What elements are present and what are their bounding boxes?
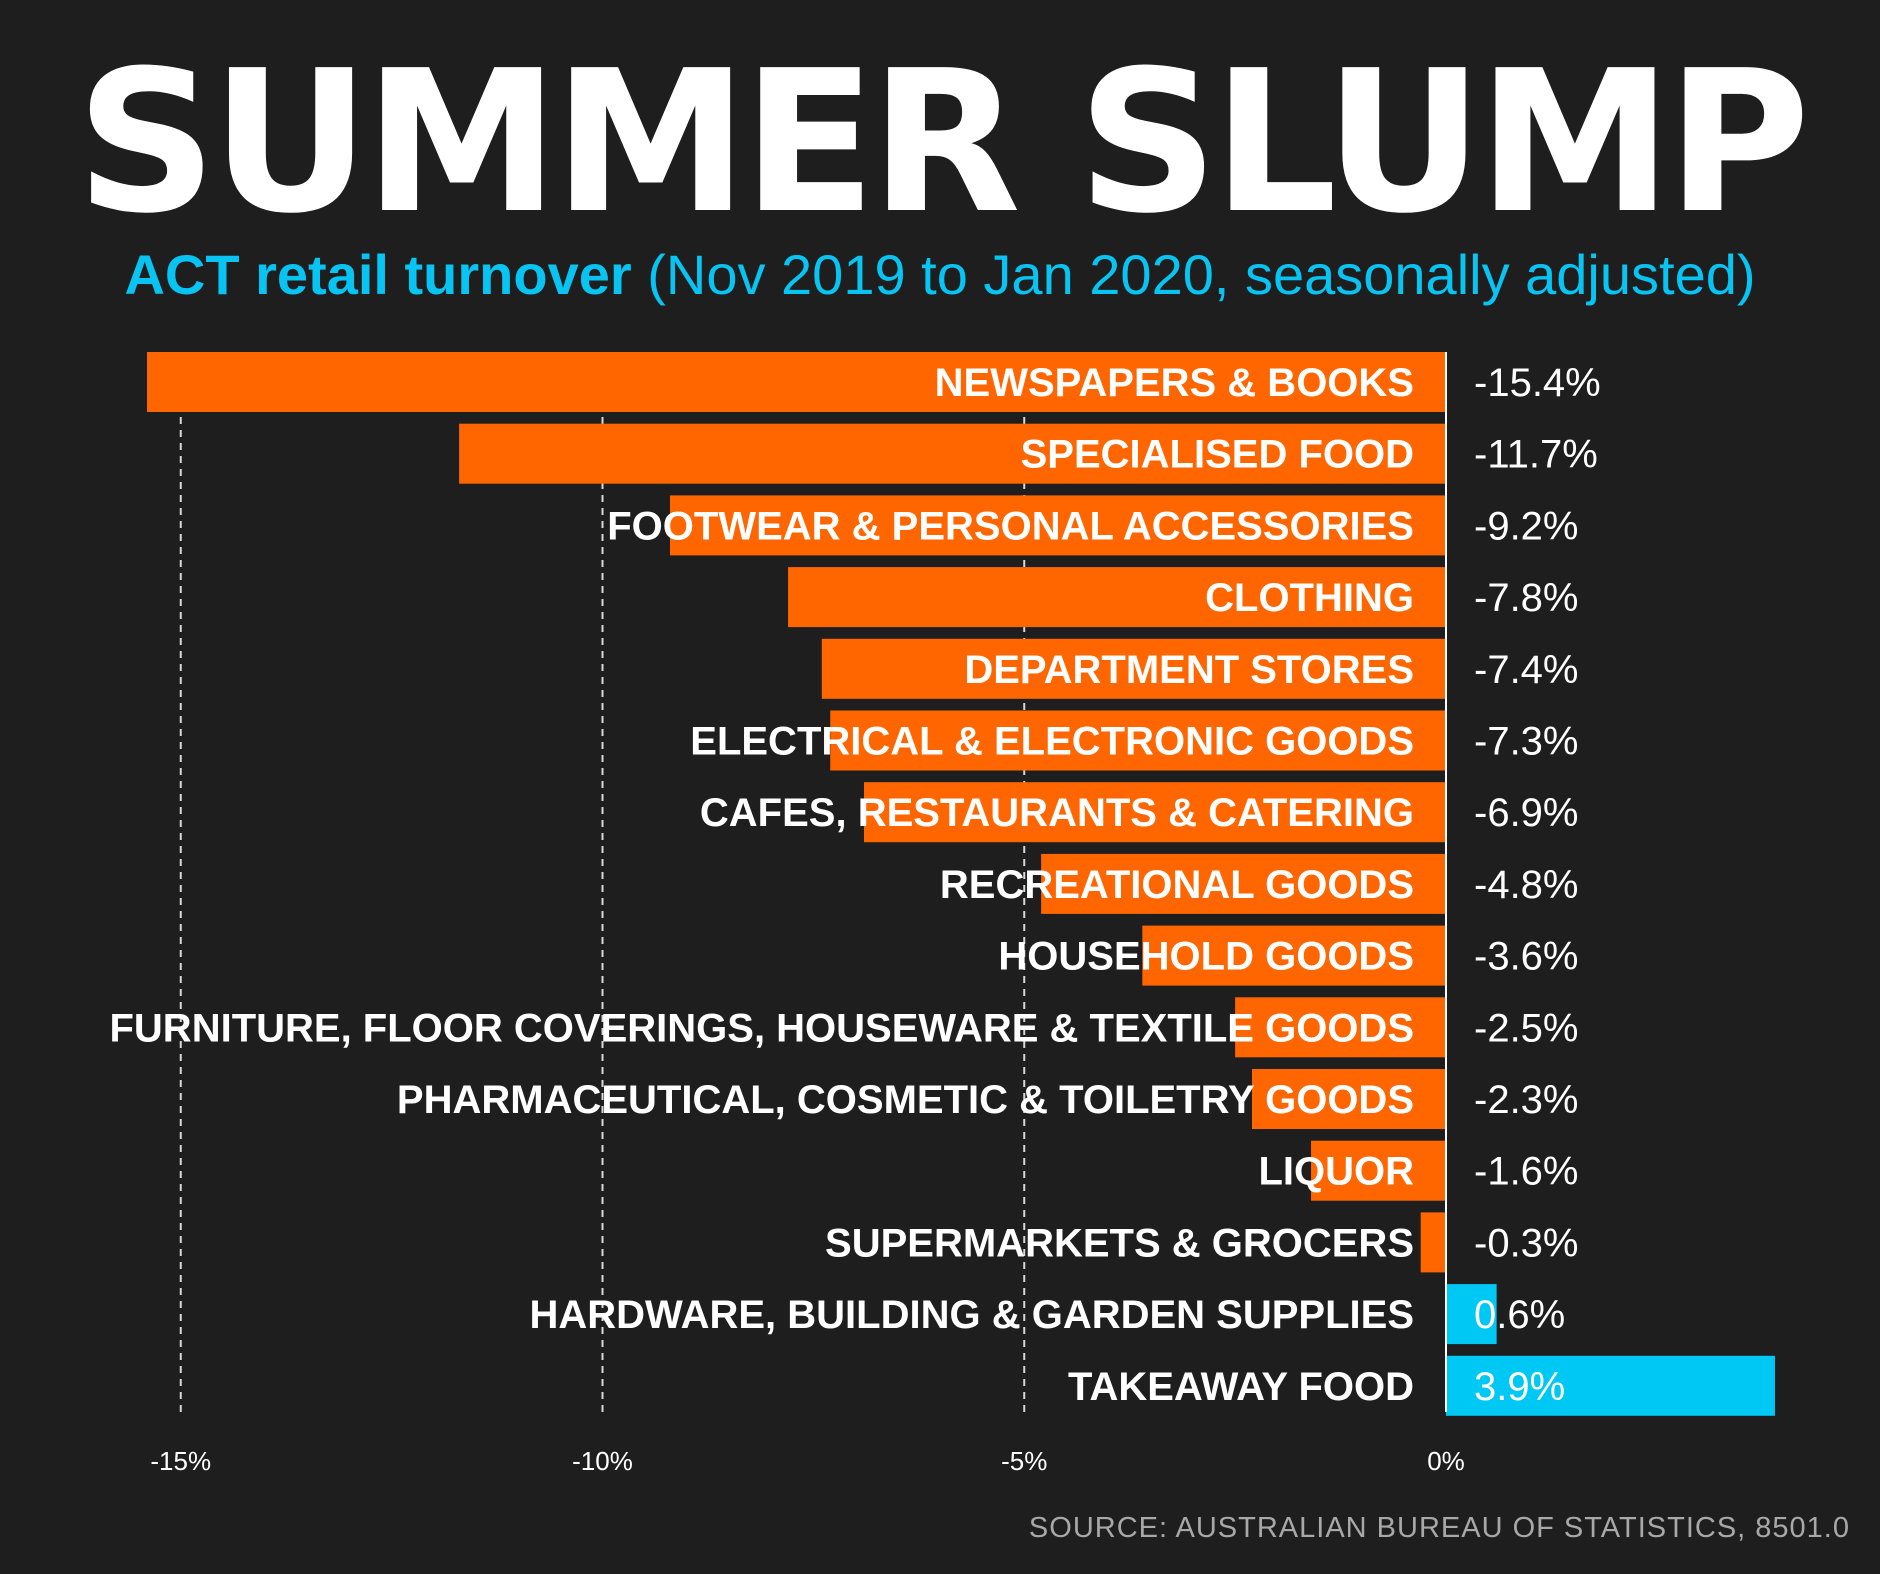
chart-title: SUMMER SLUMP bbox=[75, 29, 1810, 257]
bar bbox=[1142, 925, 1446, 986]
category-label: RECREATIONAL GOODS bbox=[940, 863, 1414, 907]
bar bbox=[863, 782, 1446, 843]
bar bbox=[1446, 1284, 1497, 1345]
value-label: -15.4% bbox=[1474, 361, 1601, 405]
bar bbox=[669, 495, 1446, 556]
category-label: TAKEAWAY FOOD bbox=[1068, 1365, 1414, 1409]
value-label: 3.9% bbox=[1474, 1365, 1565, 1409]
category-label: ELECTRICAL & ELECTRONIC GOODS bbox=[690, 720, 1414, 764]
bar bbox=[830, 710, 1446, 771]
value-label: -2.5% bbox=[1474, 1006, 1579, 1050]
subtitle-rest: (Nov 2019 to Jan 2020, seasonally adjust… bbox=[647, 243, 1756, 306]
bar bbox=[459, 423, 1447, 484]
x-tick-label: -5% bbox=[1001, 1446, 1047, 1476]
bar bbox=[1041, 853, 1446, 914]
bar bbox=[788, 567, 1446, 628]
value-label: -1.6% bbox=[1474, 1150, 1579, 1194]
x-tick-label: -15% bbox=[150, 1446, 211, 1476]
category-label: FURNITURE, FLOOR COVERINGS, HOUSEWARE & … bbox=[109, 1006, 1414, 1050]
source-note: SOURCE: AUSTRALIAN BUREAU OF STATISTICS,… bbox=[1028, 1512, 1850, 1544]
value-label: -7.4% bbox=[1474, 648, 1579, 692]
category-label: CAFES, RESTAURANTS & CATERING bbox=[700, 791, 1414, 835]
value-label: -2.3% bbox=[1474, 1078, 1579, 1122]
bar bbox=[1420, 1212, 1446, 1273]
category-label: HOUSEHOLD GOODS bbox=[998, 935, 1414, 979]
category-label: HARDWARE, BUILDING & GARDEN SUPPLIES bbox=[530, 1293, 1415, 1337]
value-label: -0.3% bbox=[1474, 1221, 1579, 1265]
x-tick-label: -10% bbox=[572, 1446, 633, 1476]
value-label: -3.6% bbox=[1474, 935, 1579, 979]
value-label: -6.9% bbox=[1474, 791, 1579, 835]
value-label: -7.8% bbox=[1474, 576, 1579, 620]
subtitle-bold: ACT retail turnover bbox=[124, 243, 632, 306]
bar bbox=[1251, 1069, 1446, 1129]
value-label: -4.8% bbox=[1474, 863, 1579, 907]
bar bbox=[147, 352, 1446, 412]
chart-subtitle: ACT retail turnover (Nov 2019 to Jan 202… bbox=[0, 240, 1880, 310]
category-label: CLOTHING bbox=[1205, 576, 1414, 620]
bar bbox=[821, 638, 1446, 699]
category-label: PHARMACEUTICAL, COSMETIC & TOILETRY GOOD… bbox=[397, 1078, 1414, 1122]
x-tick-label: 0% bbox=[1427, 1446, 1465, 1476]
category-label: FOOTWEAR & PERSONAL ACCESSORIES bbox=[607, 504, 1414, 548]
category-label: SPECIALISED FOOD bbox=[1021, 433, 1414, 477]
category-label: DEPARTMENT STORES bbox=[964, 648, 1414, 692]
category-label: NEWSPAPERS & BOOKS bbox=[935, 361, 1414, 405]
bar bbox=[1446, 1355, 1775, 1416]
bar bbox=[1235, 997, 1446, 1058]
value-label: -11.7% bbox=[1474, 433, 1598, 477]
value-label: -9.2% bbox=[1474, 504, 1579, 548]
category-label: SUPERMARKETS & GROCERS bbox=[825, 1221, 1414, 1265]
bar bbox=[1311, 1140, 1446, 1201]
value-label: 0.6% bbox=[1474, 1293, 1565, 1337]
category-label: LIQUOR bbox=[1258, 1150, 1414, 1194]
value-label: -7.3% bbox=[1474, 720, 1579, 764]
